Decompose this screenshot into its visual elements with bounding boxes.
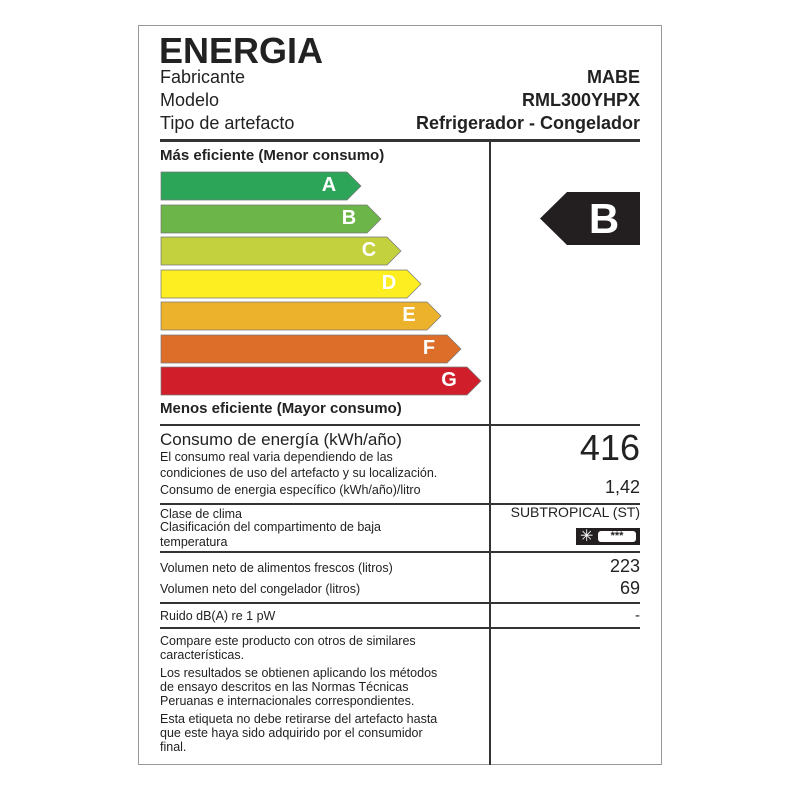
footer-line: Esta etiqueta no debe retirarse del arte… — [160, 712, 438, 726]
energy-class-letter: D — [381, 271, 397, 294]
divider — [160, 503, 640, 505]
least-efficient-label: Menos eficiente (Mayor consumo) — [160, 400, 402, 417]
footer-line: Peruanas e internacionales correspondien… — [160, 694, 415, 708]
energy-consumption-value: 416 — [579, 427, 640, 468]
footer-line: Los resultados se obtienen aplicando los… — [160, 666, 438, 680]
footer-line: que este haya sido adquirido por el cons… — [160, 726, 423, 740]
label-title: ENERGIA — [159, 30, 324, 71]
energy-class-bar-d: D — [160, 269, 422, 298]
divider — [160, 627, 640, 629]
freezer-volume-value: 69 — [619, 578, 640, 598]
energy-class-letter: E — [402, 304, 416, 326]
consumption-note-1: El consumo real varia dependiendo de las — [160, 450, 393, 464]
energy-consumption-label: Consumo de energía (kWh/año) — [160, 430, 402, 449]
energy-class-letter: C — [361, 239, 377, 261]
footer-line: Compare este producto con otros de simil… — [160, 634, 416, 648]
energy-class-bar-c: C — [160, 236, 402, 266]
divider — [160, 551, 640, 553]
energy-class-letter: F — [422, 336, 436, 359]
freezer-star-rating: ✳ *** — [576, 528, 640, 545]
energy-label — [138, 25, 662, 765]
noise-value: - — [635, 607, 640, 624]
divider — [160, 139, 640, 142]
energy-class-bar-a: A — [160, 171, 362, 201]
energy-class-bar-g: G — [160, 366, 482, 396]
energy-class-letter: G — [441, 369, 457, 391]
rating-arrow — [540, 192, 640, 245]
energy-class-bar-b: B — [160, 204, 382, 233]
freezer-class-label-1: Clasificación del compartimento de baja — [160, 520, 381, 534]
divider — [160, 424, 640, 426]
energy-class-letter: A — [321, 174, 337, 196]
climate-class-label: Clase de clima — [160, 507, 242, 521]
rating-letter: B — [588, 195, 620, 242]
fresh-volume-value: 223 — [609, 556, 640, 576]
energy-class-bar-e: E — [160, 301, 442, 331]
freezer-volume-label: Volumen neto del congelador (litros) — [160, 582, 361, 596]
climate-class-value: SUBTROPICAL (ST) — [510, 504, 640, 520]
consumption-note-2: condiciones de uso del artefacto y su lo… — [160, 466, 438, 480]
column-divider — [489, 140, 491, 765]
manufacturer-label: Fabricante — [160, 67, 246, 87]
rating-indicator: B — [540, 192, 640, 245]
energy-class-letter: B — [341, 206, 357, 229]
freezer-class-label-2: temperatura — [160, 535, 228, 549]
freezer-stars: *** — [598, 531, 636, 542]
fresh-volume-label: Volumen neto de alimentos frescos (litro… — [160, 561, 393, 575]
energy-class-bar-f: F — [160, 334, 462, 363]
model-value: RML300YHPX — [521, 90, 640, 110]
specific-consumption-value: 1,42 — [604, 477, 640, 497]
noise-label: Ruido dB(A) re 1 pW — [160, 609, 276, 623]
freezer-snowflake-icon: ✳ — [580, 528, 594, 545]
most-efficient-label: Más eficiente (Menor consumo) — [160, 147, 385, 164]
appliance-type-value: Refrigerador - Congelador — [415, 113, 640, 133]
divider — [160, 602, 640, 604]
footer-line: de ensayo descritos en las Normas Técnic… — [160, 680, 409, 694]
appliance-type-label: Tipo de artefacto — [160, 113, 295, 133]
specific-consumption-label: Consumo de energia específico (kWh/año)/… — [160, 483, 421, 497]
footer-line: final. — [160, 740, 187, 754]
model-label: Modelo — [160, 90, 220, 110]
footer-line: características. — [160, 648, 245, 662]
manufacturer-value: MABE — [587, 67, 640, 87]
